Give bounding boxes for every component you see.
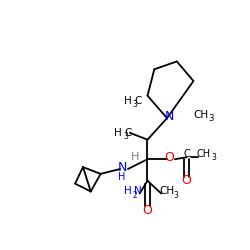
Text: H: H [118, 172, 126, 182]
Text: H: H [114, 128, 122, 138]
Text: C: C [124, 128, 132, 138]
Text: H: H [130, 152, 139, 162]
Text: CH: CH [194, 110, 208, 120]
Text: N: N [134, 186, 141, 196]
Text: C: C [134, 96, 141, 106]
Text: O: O [164, 151, 174, 164]
Text: CH: CH [159, 186, 174, 196]
Text: O: O [142, 204, 152, 216]
Text: C: C [183, 149, 190, 159]
Text: 3: 3 [174, 191, 179, 200]
Text: 3: 3 [133, 100, 138, 109]
Text: 3: 3 [123, 132, 128, 141]
Text: H: H [124, 186, 132, 196]
Text: N: N [164, 110, 174, 123]
Text: N: N [118, 160, 127, 173]
Text: O: O [182, 174, 192, 187]
Text: 3: 3 [211, 153, 216, 162]
Text: 3: 3 [208, 114, 214, 123]
Text: H: H [124, 96, 132, 106]
Text: 2: 2 [133, 191, 138, 200]
Text: CH: CH [196, 149, 210, 159]
